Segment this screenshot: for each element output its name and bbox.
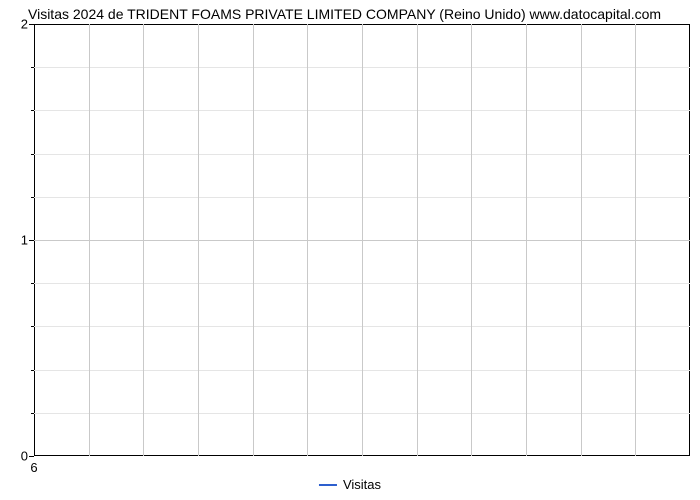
chart-title: Visitas 2024 de TRIDENT FOAMS PRIVATE LI… <box>28 6 692 22</box>
gridline-v <box>581 24 582 456</box>
ytick-mark <box>29 24 34 25</box>
gridline-v <box>198 24 199 456</box>
chart-container: Visitas 2024 de TRIDENT FOAMS PRIVATE LI… <box>0 0 700 500</box>
gridline-v <box>143 24 144 456</box>
legend-line <box>319 484 337 486</box>
ytick-minor-mark <box>31 154 34 155</box>
legend: Visitas <box>319 477 381 492</box>
plot-area: 0126 <box>34 24 690 456</box>
ytick-minor-mark <box>31 413 34 414</box>
gridline-v <box>635 24 636 456</box>
gridline-v <box>362 24 363 456</box>
ytick-mark <box>29 240 34 241</box>
gridline-v <box>471 24 472 456</box>
ytick-label: 0 <box>21 449 28 464</box>
ytick-label: 1 <box>21 233 28 248</box>
gridline-v <box>89 24 90 456</box>
ytick-minor-mark <box>31 370 34 371</box>
ytick-label: 2 <box>21 17 28 32</box>
gridline-v <box>526 24 527 456</box>
gridline-v <box>253 24 254 456</box>
ytick-minor-mark <box>31 67 34 68</box>
ytick-mark <box>29 456 34 457</box>
legend-label: Visitas <box>343 477 381 492</box>
ytick-minor-mark <box>31 283 34 284</box>
xtick-label: 6 <box>30 460 37 475</box>
ytick-minor-mark <box>31 197 34 198</box>
ytick-minor-mark <box>31 110 34 111</box>
gridline-v <box>417 24 418 456</box>
gridline-v <box>307 24 308 456</box>
ytick-minor-mark <box>31 326 34 327</box>
